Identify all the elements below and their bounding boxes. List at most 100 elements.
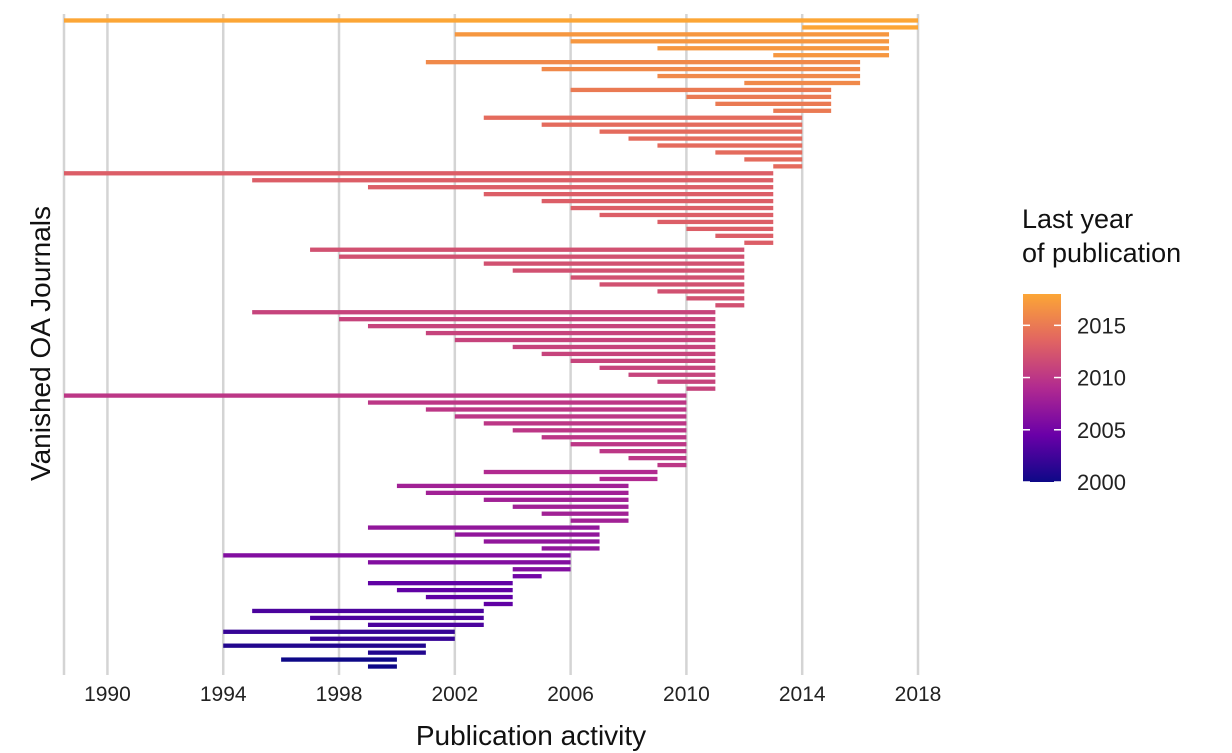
legend-title-line-1: Last year xyxy=(1022,204,1133,234)
journal-bar xyxy=(570,205,774,211)
journal-bar xyxy=(396,587,513,593)
journal-bar xyxy=(686,226,774,232)
journal-bar xyxy=(570,275,745,280)
journal-bar xyxy=(252,310,716,315)
journal-bar xyxy=(223,643,426,648)
x-axis-ticks: 1990 1994 1998 2002 2006 2010 2014 2018 xyxy=(84,683,941,706)
journal-bar xyxy=(64,171,774,176)
journal-bar xyxy=(396,483,629,489)
journal-bar xyxy=(367,185,774,190)
journal-bar xyxy=(367,323,716,329)
x-tick-label-2010: 2010 xyxy=(663,683,710,706)
journal-bar xyxy=(686,296,745,301)
journal-bar xyxy=(715,101,832,106)
journal-bar xyxy=(483,261,745,266)
journal-bar xyxy=(367,400,687,405)
journal-bar xyxy=(541,435,687,440)
x-tick-label-2018: 2018 xyxy=(895,683,942,706)
journal-bars xyxy=(64,18,918,669)
journal-bar xyxy=(454,414,687,419)
x-tick-label-1994: 1994 xyxy=(200,683,247,706)
journal-bar xyxy=(657,73,861,79)
journal-bar xyxy=(599,365,716,370)
journal-bar xyxy=(310,636,455,641)
journal-bar xyxy=(570,87,832,93)
journal-bar xyxy=(773,164,803,169)
journal-bar xyxy=(339,254,745,259)
legend-ticks: 2000 2005 2010 2015 xyxy=(1023,313,1126,495)
journal-bar xyxy=(512,344,716,350)
legend-colorbar xyxy=(1023,294,1061,482)
journal-bar xyxy=(744,157,803,162)
journal-bar xyxy=(483,115,803,120)
journal-bar xyxy=(367,622,484,627)
gridlines xyxy=(62,14,920,675)
x-axis-title: Publication activity xyxy=(416,720,646,751)
journal-bar xyxy=(599,282,745,287)
journal-bar xyxy=(715,233,774,238)
journal-bar xyxy=(570,39,890,44)
journal-bar xyxy=(802,25,918,30)
journal-bar xyxy=(628,455,687,461)
journal-bar xyxy=(570,442,687,447)
journal-bar xyxy=(744,80,861,86)
journal-bar xyxy=(570,358,716,364)
journal-bar xyxy=(425,330,716,336)
journal-bar xyxy=(715,303,745,308)
journal-bar xyxy=(628,372,716,377)
journal-bar xyxy=(367,525,600,530)
journal-bar xyxy=(657,379,716,384)
legend-tick-label-2005: 2005 xyxy=(1077,418,1126,443)
journal-bar xyxy=(541,546,600,551)
journal-bar xyxy=(570,518,629,523)
journal-bar xyxy=(541,351,716,357)
journal-bar xyxy=(454,532,600,537)
journal-bar xyxy=(425,60,861,65)
journal-bar xyxy=(744,240,774,245)
journal-bar xyxy=(483,469,658,475)
journal-bar xyxy=(541,122,803,127)
x-tick-label-2014: 2014 xyxy=(779,683,826,706)
journal-bar xyxy=(541,511,629,516)
y-axis-title: Vanished OA Journals xyxy=(25,206,56,481)
journal-bar xyxy=(686,94,832,100)
journal-bar xyxy=(541,66,861,72)
journal-bar xyxy=(425,594,513,600)
journal-bar xyxy=(367,560,571,565)
journal-bar xyxy=(512,574,542,579)
journal-bar xyxy=(512,268,745,273)
journal-bar xyxy=(599,476,658,482)
journal-bar xyxy=(541,198,774,204)
legend-tick-label-2010: 2010 xyxy=(1077,366,1126,391)
journal-bar xyxy=(367,664,397,669)
x-tick-label-1990: 1990 xyxy=(84,683,131,706)
journal-bar xyxy=(64,18,918,23)
journal-bar xyxy=(367,650,426,655)
journal-bar xyxy=(252,608,484,614)
journal-bar xyxy=(599,212,774,218)
legend-tick-label-2015: 2015 xyxy=(1077,313,1126,338)
journal-bar xyxy=(310,247,745,252)
journal-bar xyxy=(512,428,687,433)
journal-bar xyxy=(339,317,716,322)
journal-bar xyxy=(599,129,803,134)
journal-bar xyxy=(367,581,513,586)
journal-bar xyxy=(657,143,803,148)
journal-bar xyxy=(281,657,397,662)
journal-bar xyxy=(773,108,832,113)
journal-bar xyxy=(686,386,716,391)
journal-bar xyxy=(483,497,629,502)
journal-bar xyxy=(715,150,803,155)
x-tick-label-2002: 2002 xyxy=(431,683,478,706)
journal-bar xyxy=(252,178,774,183)
journal-bar xyxy=(657,46,890,51)
journal-bar xyxy=(223,629,455,634)
journal-bar xyxy=(483,191,774,197)
legend-tick-label-2000: 2000 xyxy=(1077,470,1126,495)
journal-bar xyxy=(223,553,571,558)
journal-bar xyxy=(483,601,513,607)
journal-bar xyxy=(599,449,687,454)
x-tick-label-2006: 2006 xyxy=(547,683,594,706)
journal-bar xyxy=(310,615,484,621)
